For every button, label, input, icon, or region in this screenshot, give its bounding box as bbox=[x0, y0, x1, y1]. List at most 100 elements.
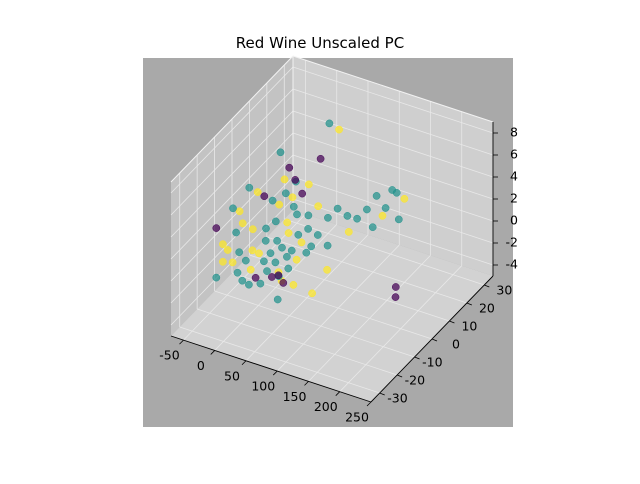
data-point bbox=[228, 258, 237, 267]
gridline-z-left bbox=[170, 110, 294, 238]
data-point bbox=[289, 202, 298, 211]
y-tick-mark bbox=[379, 392, 385, 396]
data-point bbox=[323, 241, 332, 250]
data-point bbox=[232, 228, 240, 237]
y-tick-label: -30 bbox=[387, 391, 407, 406]
y-tick-label: 0 bbox=[452, 337, 460, 352]
data-point bbox=[246, 265, 255, 274]
data-point bbox=[289, 281, 298, 289]
y-tick-label: -10 bbox=[422, 355, 442, 370]
data-point bbox=[368, 223, 377, 232]
data-point bbox=[291, 176, 300, 184]
data-point bbox=[391, 283, 400, 291]
data-point bbox=[287, 246, 296, 255]
data-point bbox=[229, 204, 237, 213]
gridline-z-back bbox=[292, 88, 494, 156]
z-tick-label: -4 bbox=[506, 257, 519, 272]
data-point bbox=[323, 265, 331, 274]
data-point bbox=[260, 257, 268, 266]
data-point bbox=[245, 280, 253, 289]
x-tick-mark bbox=[210, 350, 216, 355]
y-tick-label: 30 bbox=[496, 283, 512, 298]
data-point bbox=[378, 211, 387, 220]
gridline-z-left bbox=[170, 88, 294, 216]
data-point bbox=[255, 249, 263, 258]
data-point bbox=[260, 192, 269, 201]
data-point bbox=[314, 202, 323, 211]
data-point bbox=[278, 243, 286, 252]
data-point bbox=[293, 210, 301, 219]
gridline-y-floor bbox=[266, 236, 467, 304]
z-tick-label: 2 bbox=[510, 191, 518, 206]
data-point bbox=[400, 194, 409, 203]
gridline-z-back bbox=[292, 176, 494, 244]
data-point bbox=[245, 183, 254, 192]
scatter-points bbox=[212, 119, 409, 304]
data-point bbox=[273, 236, 281, 245]
data-point bbox=[279, 279, 288, 287]
gridline-y-floor bbox=[231, 272, 433, 340]
x-tick-mark bbox=[335, 391, 341, 396]
data-point bbox=[268, 196, 277, 205]
gridline-z-left bbox=[170, 132, 294, 260]
tick-labels: -50050100150200250-30-20-100102030-4-202… bbox=[159, 125, 518, 425]
x-tick-mark bbox=[272, 370, 278, 376]
data-point bbox=[298, 189, 307, 198]
x-tick-mark bbox=[241, 360, 247, 366]
data-point bbox=[284, 229, 293, 237]
data-point bbox=[294, 230, 303, 239]
data-point bbox=[233, 268, 242, 277]
chart-title: Red Wine Unscaled PC bbox=[235, 34, 405, 52]
data-point bbox=[283, 252, 291, 261]
x-tick-mark bbox=[179, 339, 184, 345]
y-tick-label: 10 bbox=[461, 319, 477, 334]
pane-edge bbox=[292, 55, 494, 123]
gridline-z-left bbox=[170, 154, 294, 282]
data-point bbox=[353, 214, 361, 223]
data-point bbox=[391, 293, 400, 301]
gridline-z-back bbox=[292, 132, 494, 200]
gridline-z-back bbox=[292, 198, 494, 266]
y-tick-mark bbox=[396, 374, 403, 378]
x-tick-label: 0 bbox=[197, 358, 205, 373]
y-tick-label: -20 bbox=[405, 373, 425, 388]
data-point bbox=[238, 219, 247, 228]
y-tick-mark bbox=[414, 356, 420, 360]
x-tick-mark bbox=[366, 401, 372, 407]
data-point bbox=[235, 248, 244, 257]
data-point bbox=[297, 238, 306, 247]
data-point bbox=[253, 188, 262, 196]
data-point bbox=[256, 279, 265, 288]
data-point bbox=[292, 255, 301, 264]
data-point bbox=[281, 189, 290, 198]
gridline-z-left bbox=[170, 66, 294, 194]
gridline-z-back bbox=[292, 66, 494, 134]
z-tick-label: 8 bbox=[510, 125, 518, 140]
y-tick-mark bbox=[484, 284, 490, 288]
y-tick-mark bbox=[466, 302, 473, 306]
data-point bbox=[335, 125, 343, 134]
data-point bbox=[251, 273, 260, 282]
z-tick-label: 4 bbox=[510, 169, 518, 184]
data-point bbox=[280, 175, 289, 184]
data-point bbox=[325, 119, 334, 128]
axis-lines bbox=[170, 55, 494, 403]
data-point bbox=[263, 267, 271, 275]
y-tick-label: 20 bbox=[479, 301, 495, 316]
data-point bbox=[268, 273, 276, 281]
data-point bbox=[276, 148, 285, 157]
data-point bbox=[308, 289, 316, 298]
data-point bbox=[304, 180, 313, 189]
pane-edge bbox=[170, 55, 294, 183]
data-point bbox=[333, 204, 342, 213]
z-tick-label: 6 bbox=[510, 147, 518, 162]
x-tick-label: 250 bbox=[345, 410, 369, 425]
data-point bbox=[219, 257, 227, 266]
data-point bbox=[271, 258, 280, 267]
x-axis-line bbox=[170, 335, 372, 403]
data-point bbox=[248, 246, 257, 255]
data-point bbox=[363, 205, 371, 214]
data-point bbox=[283, 218, 292, 227]
z-tick-label: -2 bbox=[506, 235, 518, 250]
